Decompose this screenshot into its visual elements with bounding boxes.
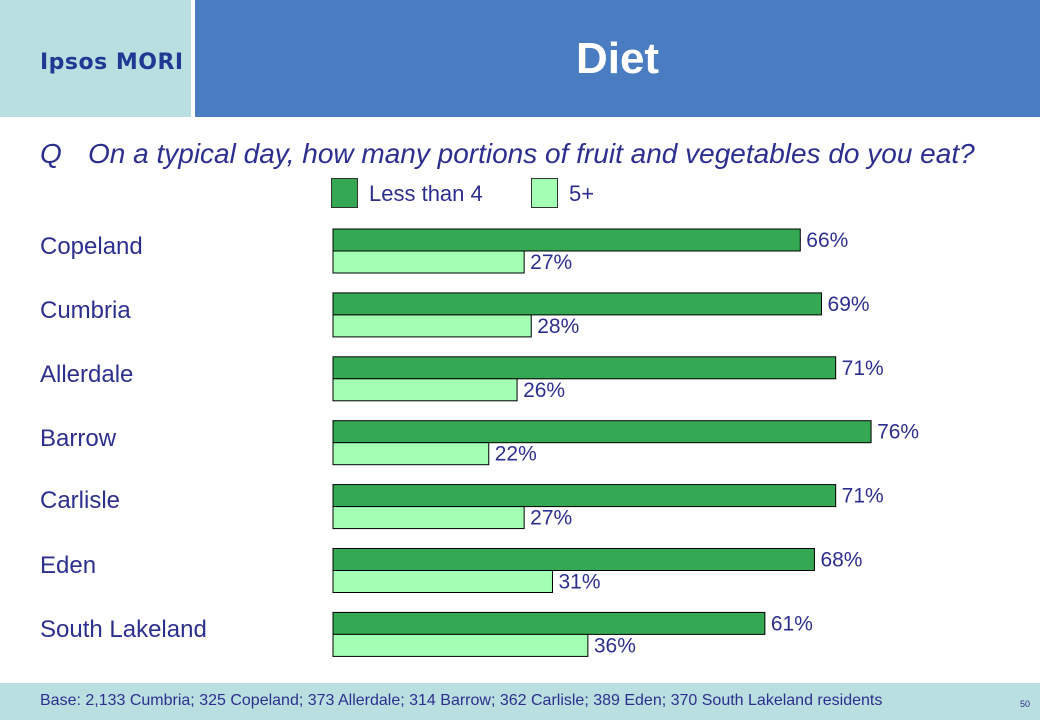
base-note: Base: 2,133 Cumbria; 325 Copeland; 373 A… [40,692,883,709]
data-label-cumbria-5: 28% [537,315,579,338]
logo-panel: Ipsos MORI [0,0,191,117]
data-label-barrow-less-than-4: 76% [877,421,919,444]
category-label-allerdale: Allerdale [40,361,134,388]
legend-swatch-less-than-4 [331,178,358,208]
question-prefix: Q [40,138,62,169]
category-label-cumbria: Cumbria [40,297,131,324]
category-label-eden: Eden [40,552,97,579]
data-label-carlisle-5: 27% [530,507,572,530]
bar-allerdale-less-than-4 [332,356,837,380]
title-bar: Diet [195,0,1040,117]
bar-barrow-5 [332,442,490,466]
bar-carlisle-less-than-4 [332,484,837,508]
data-label-south-lakeland-5: 36% [594,634,636,657]
data-label-eden-less-than-4: 68% [820,549,862,572]
bar-cumbria-5 [332,314,532,338]
bar-south-lakeland-less-than-4 [332,611,766,635]
category-label-carlisle: Carlisle [40,487,121,514]
category-label-barrow: Barrow [40,425,117,452]
header-divider [191,0,195,117]
page-number: 50 [1019,699,1030,709]
legend-label-less-than-4: Less than 4 [369,181,483,206]
ipsos-mori-logo: Ipsos MORI [40,50,184,75]
legend-swatch-5-plus [531,178,558,208]
bar-cumbria-less-than-4 [332,292,823,316]
legend-label-5-plus: 5+ [569,181,595,206]
data-label-allerdale-5: 26% [523,379,565,402]
bar-copeland-5 [332,250,525,274]
bar-carlisle-5 [332,506,525,530]
bar-eden-less-than-4 [332,548,815,571]
data-label-south-lakeland-less-than-4: 61% [771,612,813,635]
data-label-copeland-5: 27% [530,251,572,274]
bar-copeland-less-than-4 [332,228,801,252]
bar-barrow-less-than-4 [332,420,872,444]
bar-chart: 66% 27% 69% 28% 71% 26% 76% 22% 71% 27% 68% 31% 61% 3… [332,228,919,657]
data-label-allerdale-less-than-4: 71% [842,357,884,380]
bar-south-lakeland-5 [332,633,589,657]
data-label-cumbria-less-than-4: 69% [828,293,870,316]
category-label-copeland: Copeland [40,233,143,260]
data-label-eden-5: 31% [558,571,600,594]
page-title: Diet [575,34,660,83]
data-label-carlisle-less-than-4: 71% [842,485,884,508]
footer-bar: Base: 2,133 Cumbria; 325 Copeland; 373 A… [0,683,1040,720]
data-label-barrow-5: 22% [495,443,537,466]
bar-eden-5 [332,570,553,593]
data-label-copeland-less-than-4: 66% [806,229,848,252]
bar-allerdale-5 [332,378,518,402]
question-text: On a typical day, how many portions of f… [88,138,975,169]
category-label-south-lakeland: South Lakeland [40,616,207,643]
